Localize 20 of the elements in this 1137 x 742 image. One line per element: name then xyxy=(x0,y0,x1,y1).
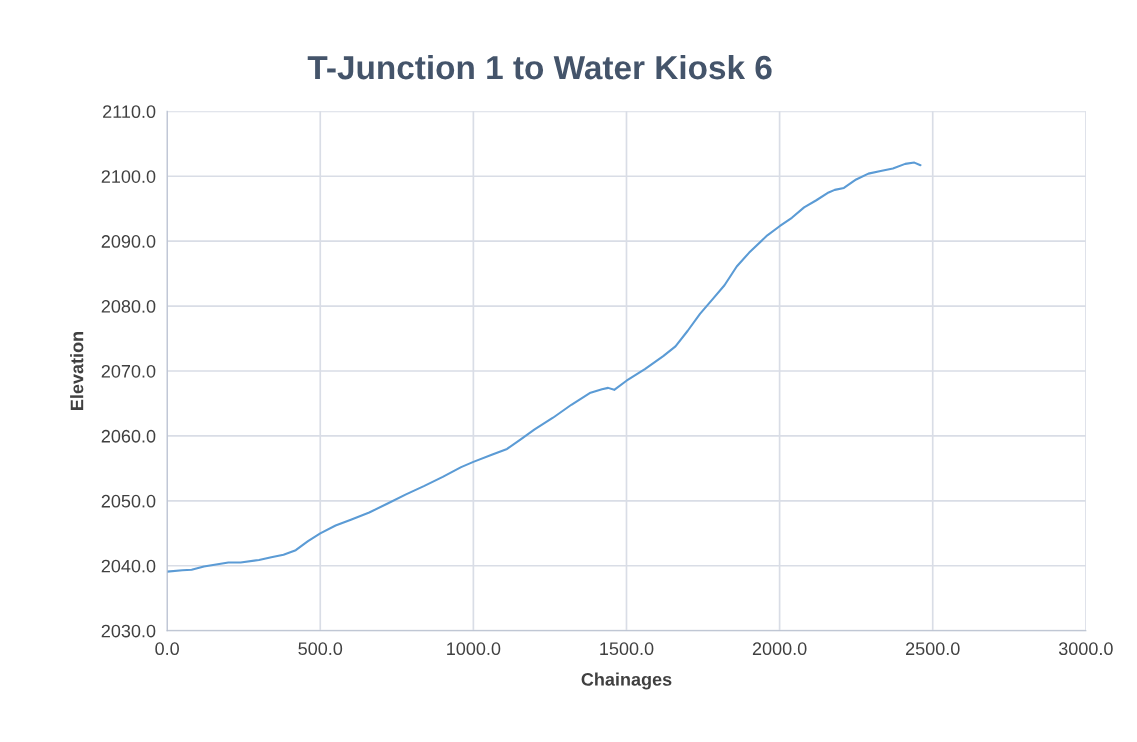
y-tick-label: 2030.0 xyxy=(101,624,156,638)
line-series xyxy=(167,161,922,573)
y-tick-label: 2110.0 xyxy=(103,105,156,119)
y-axis-title: Elevation xyxy=(70,331,84,410)
y-tick-label: 2080.0 xyxy=(101,300,156,313)
y-tick-label: 2070.0 xyxy=(101,364,156,378)
y-tick-label: 2040.0 xyxy=(101,559,156,573)
x-tick-label: 1000.0 xyxy=(447,642,501,656)
x-tick-label: 2000.0 xyxy=(752,642,807,656)
x-tick-label: 1500.0 xyxy=(600,642,654,656)
x-tick-label: 0.0 xyxy=(155,642,179,656)
x-tick-label: 2500.0 xyxy=(906,642,960,656)
x-tick-label: 500.0 xyxy=(298,642,343,656)
y-tick-label: 2090.0 xyxy=(101,235,156,248)
y-tick-label: 2050.0 xyxy=(101,494,156,508)
chart-title: T-Junction 1 to Water Kiosk 6 xyxy=(307,54,772,80)
y-tick-label: 2060.0 xyxy=(101,429,156,443)
y-tick-label: 2100.0 xyxy=(101,170,156,183)
x-tick-label: 3000.0 xyxy=(1058,642,1113,656)
x-axis-title: Chainages xyxy=(581,672,672,690)
